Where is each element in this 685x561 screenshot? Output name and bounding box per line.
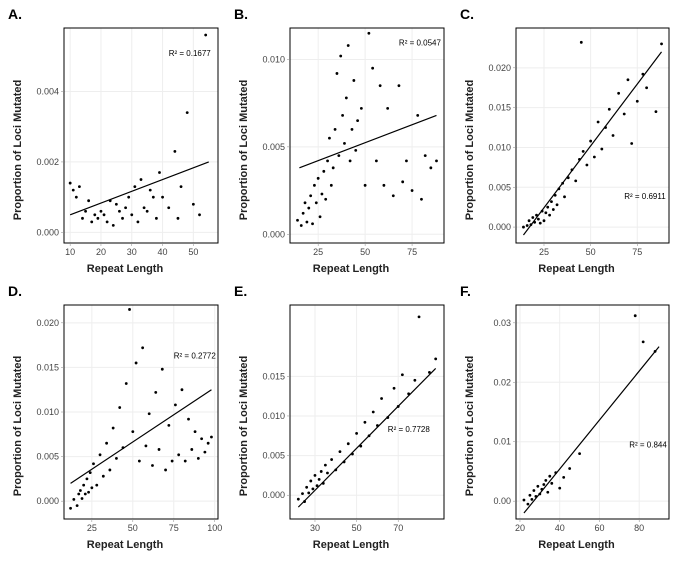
svg-text:0.010: 0.010: [262, 54, 285, 64]
svg-text:0.03: 0.03: [493, 318, 511, 328]
svg-text:30: 30: [310, 523, 320, 533]
chart-E: 30 50 70 0.000 0.005 0.010 0.015 R² = 0.7728: [252, 301, 450, 537]
svg-text:0.004: 0.004: [36, 86, 59, 96]
svg-text:0.010: 0.010: [488, 142, 511, 152]
svg-text:R² = 0.2772: R² = 0.2772: [174, 352, 217, 361]
panel-E: E. Proportion of Loci Mutated 3050700.00…: [236, 287, 450, 551]
ylabel-C: Proportion of Loci Mutated: [464, 79, 476, 220]
panel-grid: A. Proportion of Loci Mutated 1020304050…: [10, 10, 675, 551]
xlabel-E: Repeat Length: [252, 539, 450, 551]
svg-text:R² = 0.844: R² = 0.844: [629, 441, 667, 450]
panel-label-F: F.: [460, 283, 471, 299]
svg-text:0.020: 0.020: [488, 63, 511, 73]
svg-text:25: 25: [313, 247, 323, 257]
svg-text:R² = 0.7728: R² = 0.7728: [388, 425, 431, 434]
svg-text:25: 25: [87, 523, 97, 533]
panel-B: B. Proportion of Loci Mutated 2550750.00…: [236, 10, 450, 275]
svg-text:60: 60: [594, 523, 604, 533]
svg-text:0.000: 0.000: [262, 490, 285, 500]
chart-B: 25 50 75 0.000 0.005 0.010 R² = 0.0547: [252, 24, 450, 261]
svg-text:0.000: 0.000: [488, 222, 511, 232]
svg-text:50: 50: [352, 523, 362, 533]
svg-text:20: 20: [96, 247, 106, 257]
xlabel-B: Repeat Length: [252, 263, 450, 275]
svg-text:0.000: 0.000: [36, 496, 59, 506]
svg-text:80: 80: [634, 523, 644, 533]
svg-text:40: 40: [555, 523, 565, 533]
svg-text:0.002: 0.002: [36, 157, 59, 167]
svg-text:0.010: 0.010: [36, 407, 59, 417]
svg-text:0.00: 0.00: [493, 496, 511, 506]
svg-text:0.015: 0.015: [36, 362, 59, 372]
svg-text:50: 50: [360, 247, 370, 257]
svg-text:75: 75: [407, 247, 417, 257]
svg-text:75: 75: [632, 247, 642, 257]
ylabel-D: Proportion of Loci Mutated: [12, 356, 24, 497]
svg-text:50: 50: [128, 523, 138, 533]
chart-F: 20 40 60 80 0.00 0.01 0.02 0.03 R² = 0.844: [478, 301, 675, 537]
panel-label-B: B.: [234, 6, 248, 22]
panel-label-A: A.: [8, 6, 22, 22]
svg-text:0.000: 0.000: [262, 229, 285, 239]
ylabel-A: Proportion of Loci Mutated: [12, 79, 24, 220]
svg-text:0.020: 0.020: [36, 318, 59, 328]
svg-text:50: 50: [188, 247, 198, 257]
svg-text:R² = 0.6911: R² = 0.6911: [624, 192, 666, 201]
chart-C: 25 50 75 0.000 0.005 0.010 0.015 0.020 R² = 0.69…: [478, 24, 675, 261]
svg-text:50: 50: [586, 247, 596, 257]
xlabel-C: Repeat Length: [478, 263, 675, 275]
panel-C: C. Proportion of Loci Mutated 2550750.00…: [462, 10, 675, 275]
panel-F: F. Proportion of Loci Mutated 204060800.…: [462, 287, 675, 551]
chart-D: 25 50 75 100 0.000 0.005 0.010 0.015 0.020 R² = 0…: [26, 301, 224, 537]
svg-text:20: 20: [515, 523, 525, 533]
svg-text:0.000: 0.000: [36, 227, 59, 237]
svg-text:0.005: 0.005: [262, 451, 285, 461]
svg-text:100: 100: [207, 523, 222, 533]
svg-text:0.015: 0.015: [488, 103, 511, 113]
svg-text:70: 70: [393, 523, 403, 533]
svg-text:30: 30: [127, 247, 137, 257]
panel-label-C: C.: [460, 6, 474, 22]
panel-A: A. Proportion of Loci Mutated 1020304050…: [10, 10, 224, 275]
xlabel-D: Repeat Length: [26, 539, 224, 551]
svg-text:10: 10: [65, 247, 75, 257]
ylabel-B: Proportion of Loci Mutated: [238, 79, 250, 220]
panel-label-E: E.: [234, 283, 247, 299]
ylabel-E: Proportion of Loci Mutated: [238, 356, 250, 497]
xlabel-A: Repeat Length: [26, 263, 224, 275]
svg-text:0.015: 0.015: [262, 371, 285, 381]
svg-text:25: 25: [539, 247, 549, 257]
svg-text:0.005: 0.005: [488, 182, 511, 192]
svg-text:0.005: 0.005: [36, 452, 59, 462]
svg-text:75: 75: [169, 523, 179, 533]
panel-label-D: D.: [8, 283, 22, 299]
panel-D: D. Proportion of Loci Mutated 2550751000…: [10, 287, 224, 551]
svg-text:R² = 0.1677: R² = 0.1677: [169, 49, 212, 58]
svg-text:0.010: 0.010: [262, 411, 285, 421]
svg-text:R² = 0.0547: R² = 0.0547: [399, 38, 442, 47]
svg-text:0.02: 0.02: [493, 377, 511, 387]
svg-text:0.01: 0.01: [493, 437, 511, 447]
svg-text:0.005: 0.005: [262, 142, 285, 152]
svg-text:40: 40: [158, 247, 168, 257]
xlabel-F: Repeat Length: [478, 539, 675, 551]
ylabel-F: Proportion of Loci Mutated: [464, 356, 476, 497]
chart-A: 10 20 30 40 50 0.000 0.002 0.004 R² = 0.1677: [26, 24, 224, 261]
